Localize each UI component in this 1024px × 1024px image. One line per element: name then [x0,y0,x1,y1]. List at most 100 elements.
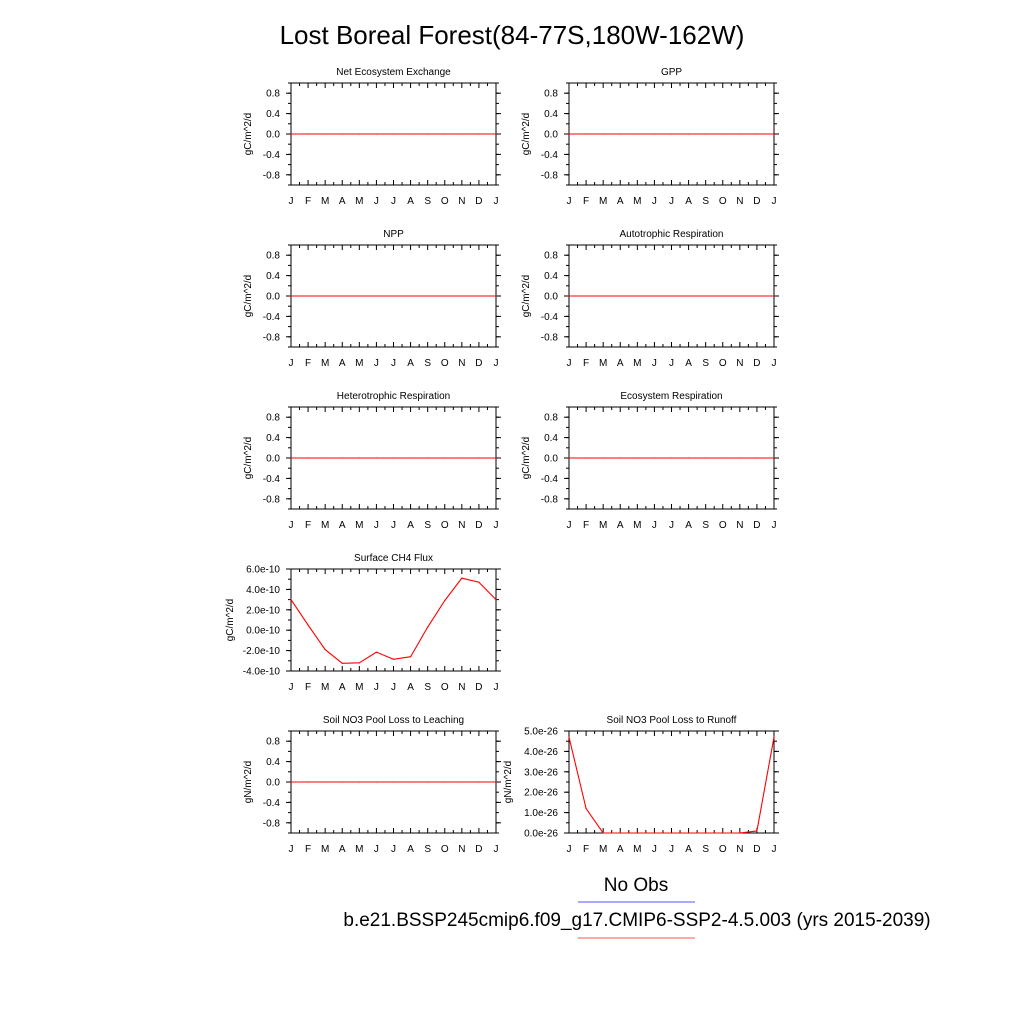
data-point [722,832,724,834]
data-point [773,457,775,459]
x-tick-label: J [289,358,294,369]
x-tick-label: S [702,844,709,855]
x-tick-label: M [321,520,329,531]
plot-frame [290,568,497,672]
x-tick-label: O [719,520,727,531]
y-tick-label: 0.4 [544,271,558,282]
x-tick-label: J [391,196,396,207]
data-point [585,295,587,297]
x-tick-label: A [685,358,692,369]
x-tick-label: A [339,196,346,207]
data-point [653,133,656,135]
data-point [773,133,775,135]
y-axis-label: gC/m^2/d [521,113,532,156]
x-tick-label: F [583,358,589,369]
data-point [636,133,638,135]
data-point [687,457,690,459]
data-point [636,457,638,459]
y-tick-label: 0.8 [266,251,280,262]
data-point [409,781,412,783]
y-tick-label: 1.0e-26 [524,808,558,819]
x-tick-label: J [289,682,294,693]
y-tick-label: -0.8 [263,332,281,343]
x-tick-label: M [321,358,329,369]
data-point [427,133,429,135]
y-tick-label: -4.0e-10 [243,667,281,678]
x-tick-label: M [321,196,329,207]
data-point [392,781,395,783]
x-tick-label: J [652,520,657,531]
x-tick-label: D [475,358,482,369]
data-point [427,457,429,459]
legend-model-label: b.e21.BSSP245cmip6.f09_g17.CMIP6-SSP2-4.… [343,910,930,931]
data-point [670,457,673,459]
data-point [687,133,690,135]
data-point [705,457,707,459]
data-point [324,781,326,783]
x-tick-label: A [407,844,414,855]
data-point [392,295,395,297]
y-tick-label: -0.8 [263,494,281,505]
y-tick-label: -0.4 [541,150,559,161]
data-point [358,295,360,297]
y-tick-label: 0.0 [544,292,558,303]
data-point [478,457,480,459]
y-axis-label: gC/m^2/d [243,275,254,318]
data-point [653,457,656,459]
data-point [461,577,463,579]
y-tick-label: -2.0e-10 [243,646,281,657]
x-tick-label: S [424,682,431,693]
y-tick-label: 0.8 [266,413,280,424]
x-tick-label: J [374,358,379,369]
data-point [670,295,673,297]
x-tick-label: J [567,844,572,855]
data-point [722,133,724,135]
data-point [307,295,309,297]
plot-frame [568,730,775,834]
x-tick-label: N [736,358,743,369]
data-point [568,736,570,738]
y-tick-label: 0.8 [266,89,280,100]
x-tick-label: A [407,682,414,693]
x-tick-label: D [475,844,482,855]
x-tick-label: S [424,358,431,369]
x-tick-label: O [441,682,449,693]
data-point [619,295,621,297]
data-point [739,457,741,459]
panel-title: NPP [383,229,404,240]
y-tick-label: 0.4 [266,271,280,282]
data-point [444,295,446,297]
data-point [585,807,587,810]
x-tick-label: S [424,844,431,855]
data-point [341,133,343,135]
x-tick-label: J [669,358,674,369]
data-point [478,781,480,783]
y-tick-label: 0.8 [544,89,558,100]
series-line [568,736,775,834]
y-tick-label: 4.0e-10 [246,585,280,596]
x-tick-label: J [772,358,777,369]
y-axis-label: gC/m^2/d [243,113,254,156]
data-point [495,133,497,135]
data-point [307,457,309,459]
x-tick-label: N [458,196,465,207]
x-tick-label: J [374,520,379,531]
y-tick-label: 0.8 [544,251,558,262]
panel-title: GPP [661,67,682,78]
x-tick-label: J [567,520,572,531]
panel-title: Net Ecosystem Exchange [336,67,451,78]
data-point [290,133,292,135]
data-point [444,600,446,602]
x-tick-label: N [458,844,465,855]
y-tick-label: 0.4 [266,109,280,120]
x-tick-label: S [702,196,709,207]
data-point [722,457,724,459]
data-point [324,133,326,135]
x-tick-label: D [753,196,760,207]
x-tick-label: J [772,844,777,855]
data-point [670,832,673,834]
x-tick-label: O [441,844,449,855]
